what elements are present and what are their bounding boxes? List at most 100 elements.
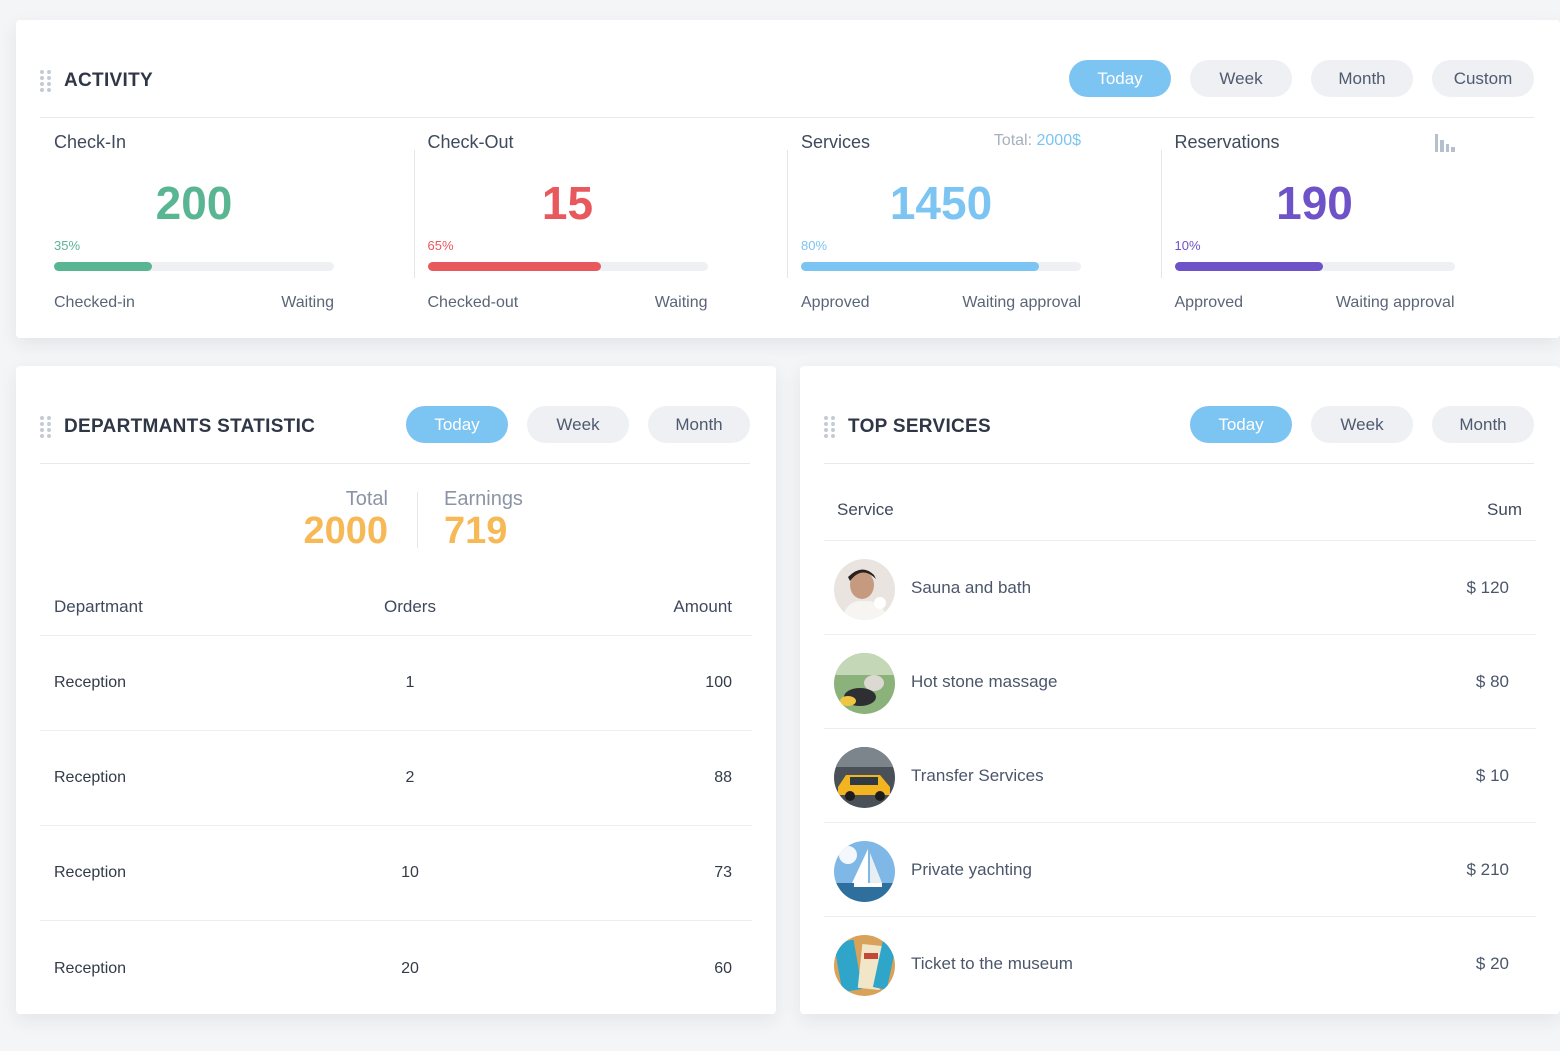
departments-tabs: Today Week Month xyxy=(406,406,750,443)
services-title: TOP SERVICES xyxy=(848,416,991,437)
list-item[interactable]: Private yachting $ 210 xyxy=(824,823,1536,917)
orders-cell: 10 xyxy=(401,864,419,881)
stat-value: 200 xyxy=(155,177,233,229)
stat-value: 1450 xyxy=(889,177,993,229)
services-total-label: Total: xyxy=(993,132,1037,149)
list-item[interactable]: Transfer Services $ 10 xyxy=(824,729,1536,823)
tab-month[interactable]: Month xyxy=(1311,60,1413,97)
progress-fill xyxy=(427,262,602,271)
departments-table-body: Reception 1 100 Reception 2 88 Reception… xyxy=(40,636,752,1016)
tab-week[interactable]: Week xyxy=(527,406,629,443)
stat-label: Check-In xyxy=(54,132,127,152)
table-row[interactable]: Reception 20 60 xyxy=(40,921,752,1016)
stat-check-out: Check-Out 15 65% Checked-out Waiting xyxy=(413,132,788,312)
stat-right-caption: Waiting xyxy=(281,294,334,311)
orders-cell: 20 xyxy=(401,959,419,977)
taxi-photo xyxy=(834,747,895,808)
services-total-value: 2000$ xyxy=(1036,132,1082,149)
earnings-label: Earnings xyxy=(444,488,523,510)
progress-bar xyxy=(801,262,1081,271)
service-name: Private yachting xyxy=(911,859,1032,879)
stat-services: Services Total: 2000$ 1450 80% Approved … xyxy=(787,132,1161,312)
service-name: Sauna and bath xyxy=(911,577,1032,597)
tickets-photo xyxy=(834,935,895,996)
department-cell: Reception xyxy=(54,769,127,786)
bar-chart-icon[interactable] xyxy=(1434,132,1455,152)
list-item[interactable]: Hot stone massage $ 80 xyxy=(824,635,1536,729)
stat-reservations: Reservations 190 10% Approved Waiting ap… xyxy=(1160,132,1535,312)
stat-right-caption: Waiting approval xyxy=(962,294,1081,311)
stat-right-caption: Waiting approval xyxy=(1335,294,1455,311)
service-sum: $ 120 xyxy=(1466,577,1509,597)
stat-left-caption: Approved xyxy=(801,294,870,311)
column-header-department[interactable]: Departmant xyxy=(54,596,143,616)
service-name: Ticket to the museum xyxy=(911,954,1073,973)
service-sum: $ 210 xyxy=(1466,859,1509,879)
progress-fill xyxy=(1174,262,1323,271)
progress-fill xyxy=(801,262,1039,271)
tab-custom[interactable]: Custom xyxy=(1432,60,1534,97)
departments-table-header: Departmant Orders Amount xyxy=(40,578,752,636)
departments-card: DEPARTMANTS STATISTIC Today Week Month T… xyxy=(16,366,776,1014)
column-header-orders[interactable]: Orders xyxy=(384,596,436,616)
amount-cell: 88 xyxy=(714,769,732,786)
drag-handle-icon[interactable] xyxy=(40,416,52,440)
departments-header: DEPARTMANTS STATISTIC Today Week Month xyxy=(40,386,750,464)
drag-handle-icon[interactable] xyxy=(40,70,52,94)
service-name: Hot stone massage xyxy=(911,671,1058,691)
tab-week[interactable]: Week xyxy=(1190,60,1292,97)
progress-bar xyxy=(427,262,708,271)
department-cell: Reception xyxy=(54,864,127,881)
stat-percent: 80% xyxy=(801,238,828,253)
services-table-body: Sauna and bath $ 120 Hot stone massage $… xyxy=(824,541,1536,1011)
table-row[interactable]: Reception 2 88 xyxy=(40,731,752,826)
table-row[interactable]: Reception 10 73 xyxy=(40,826,752,921)
stat-percent: 10% xyxy=(1174,238,1201,253)
column-header-service[interactable]: Service xyxy=(837,500,894,519)
drag-handle-icon[interactable] xyxy=(824,416,836,440)
spa-photo xyxy=(834,559,895,620)
service-sum: $ 20 xyxy=(1475,954,1509,973)
departments-summary: Total 2000 Earnings 719 xyxy=(16,488,776,558)
tab-month[interactable]: Month xyxy=(648,406,750,443)
progress-fill xyxy=(54,262,152,271)
stones-photo xyxy=(834,653,895,714)
stat-right-caption: Waiting xyxy=(654,294,708,311)
activity-card: ACTIVITY Today Week Month Custom Check-I… xyxy=(16,20,1560,338)
activity-header: ACTIVITY Today Week Month Custom xyxy=(40,40,1534,118)
column-header-sum[interactable]: Sum xyxy=(1487,500,1522,519)
top-services-card: TOP SERVICES Today Week Month Service Su… xyxy=(800,366,1560,1014)
service-sum: $ 10 xyxy=(1475,765,1509,785)
tab-week[interactable]: Week xyxy=(1311,406,1413,443)
table-row[interactable]: Reception 1 100 xyxy=(40,636,752,731)
column-header-amount[interactable]: Amount xyxy=(673,596,732,616)
stat-label: Reservations xyxy=(1174,132,1280,152)
progress-bar xyxy=(1174,262,1455,271)
amount-cell: 60 xyxy=(714,959,732,977)
earnings-block: Earnings 719 xyxy=(444,488,523,551)
list-item[interactable]: Sauna and bath $ 120 xyxy=(824,541,1536,635)
orders-cell: 2 xyxy=(405,769,415,786)
earnings-value: 719 xyxy=(444,510,508,552)
amount-cell: 73 xyxy=(714,864,732,881)
stat-left-caption: Checked-in xyxy=(54,294,135,311)
tab-today[interactable]: Today xyxy=(406,406,508,443)
amount-cell: 100 xyxy=(705,674,732,691)
stat-percent: 65% xyxy=(427,238,454,253)
activity-title: ACTIVITY xyxy=(64,70,153,91)
stat-label: Check-Out xyxy=(427,132,514,152)
tab-today[interactable]: Today xyxy=(1069,60,1171,97)
tab-today[interactable]: Today xyxy=(1190,406,1292,443)
services-tabs: Today Week Month xyxy=(1190,406,1534,443)
tab-month[interactable]: Month xyxy=(1432,406,1534,443)
services-header: TOP SERVICES Today Week Month xyxy=(824,386,1534,464)
activity-stats: Check-In 200 35% Checked-in Waiting Chec… xyxy=(40,132,1534,312)
service-name: Transfer Services xyxy=(911,765,1044,785)
stat-left-caption: Approved xyxy=(1174,294,1244,311)
total-block: Total 2000 xyxy=(303,488,388,551)
list-item[interactable]: Ticket to the museum $ 20 xyxy=(824,917,1536,1011)
stat-left-caption: Checked-out xyxy=(427,294,519,311)
department-cell: Reception xyxy=(54,674,127,691)
services-total: Total: 2000$ xyxy=(994,132,1081,150)
total-value: 2000 xyxy=(303,510,388,552)
